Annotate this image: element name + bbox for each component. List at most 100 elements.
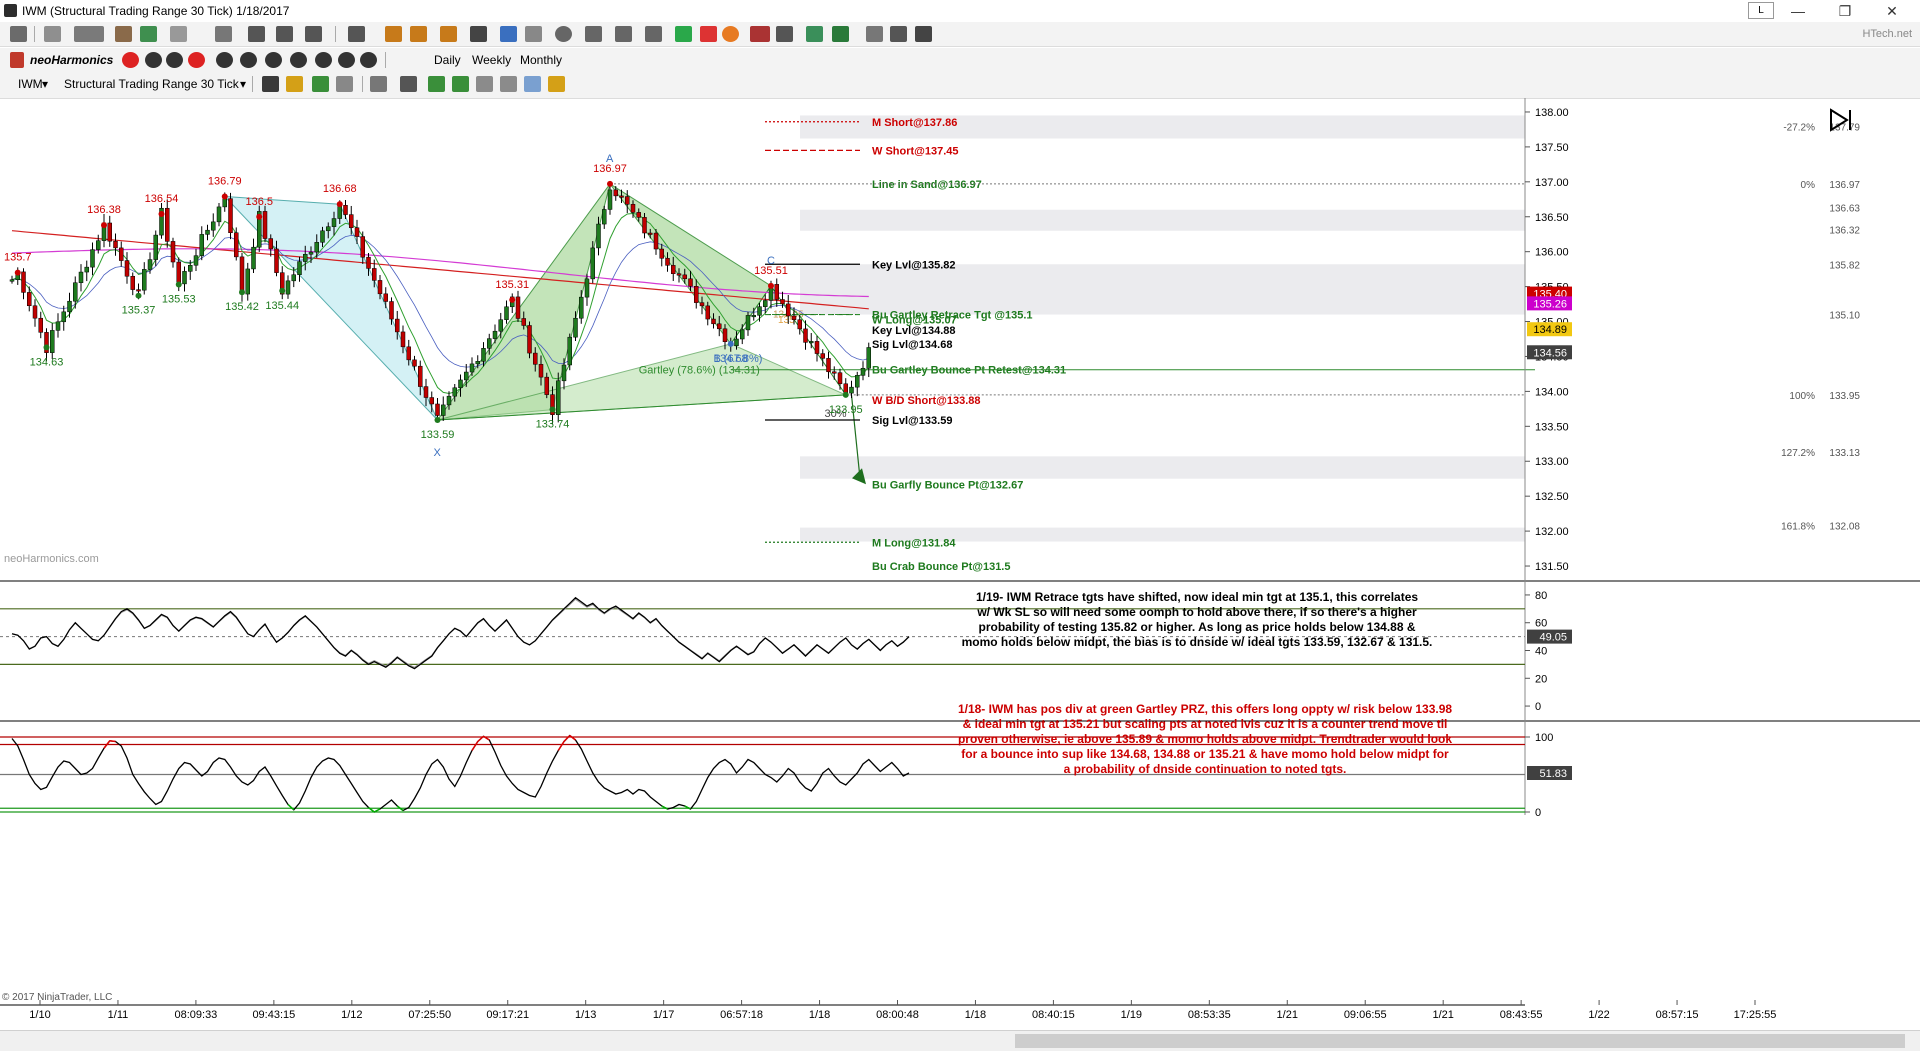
highlight-icon[interactable] [548, 76, 565, 92]
dashline-icon[interactable] [305, 26, 322, 42]
fib-time-icon[interactable] [440, 26, 457, 42]
candle [21, 268, 26, 300]
candle-down [826, 358, 831, 373]
language-indicator[interactable]: L [1748, 2, 1774, 19]
zoom-icon[interactable] [400, 76, 417, 92]
fib-ext-icon[interactable] [410, 26, 427, 42]
candle [389, 297, 394, 325]
panel-icon[interactable] [500, 76, 517, 92]
crosshair-icon[interactable] [74, 26, 104, 42]
level-label: W Long@135.07 [872, 314, 957, 326]
pause-icon[interactable] [216, 52, 233, 68]
z-icon[interactable] [145, 52, 162, 68]
candle [165, 199, 170, 248]
period-select[interactable]: Structural Trading Range 30 Tick [64, 77, 239, 91]
candle-up [487, 338, 492, 349]
monthly-button[interactable]: Monthly [520, 53, 563, 67]
add-indicator-icon[interactable] [312, 76, 329, 92]
candle-down [544, 376, 549, 395]
fib-icon[interactable] [385, 26, 402, 42]
ma-green-line [11, 212, 870, 395]
candle-up [308, 251, 314, 255]
strategy-icon[interactable] [806, 26, 823, 42]
text-icon[interactable] [645, 26, 662, 42]
minimize-icon[interactable]: — [1791, 3, 1805, 19]
c-pattern-icon[interactable] [290, 52, 307, 68]
alert-icon[interactable] [722, 26, 739, 42]
bar-style-icon[interactable] [115, 26, 132, 42]
pattern-b-label: B (67.8%) [714, 353, 763, 365]
draw-icon[interactable] [500, 26, 517, 42]
candle [515, 290, 521, 322]
swing-dot [101, 222, 107, 229]
stoch-extreme-segment [557, 741, 565, 751]
candle [360, 231, 365, 264]
stoch-extreme-segment [396, 805, 404, 812]
fib-pattern-icon[interactable] [315, 52, 332, 68]
y-tick-label: 137.00 [1535, 177, 1569, 189]
play-icon[interactable] [915, 26, 932, 42]
candle [320, 226, 325, 247]
eye-icon[interactable] [44, 26, 61, 42]
daily-button[interactable]: Daily [434, 53, 461, 67]
x-tick-label: 08:43:55 [1500, 1009, 1543, 1021]
e-icon[interactable] [240, 52, 257, 68]
chevron-down-icon[interactable]: ▾ [42, 77, 49, 91]
print-icon[interactable] [10, 26, 27, 42]
swing-label: 135.31 [495, 279, 529, 291]
chart-icon[interactable] [452, 76, 469, 92]
candle-down [803, 328, 808, 343]
candle [763, 294, 768, 314]
stoch-extreme-segment [109, 740, 116, 743]
candle-up [469, 363, 475, 373]
pitchfork-icon[interactable] [470, 26, 487, 42]
candle [84, 260, 89, 282]
c-icon[interactable] [166, 52, 183, 68]
candle-up [222, 198, 227, 208]
marker-icon[interactable] [750, 26, 770, 42]
y-tick-label: 138.00 [1535, 107, 1569, 119]
ellipse-icon[interactable] [555, 26, 572, 42]
w-icon[interactable] [338, 52, 355, 68]
stop-icon[interactable] [122, 52, 139, 68]
ray-icon[interactable] [348, 26, 365, 42]
pointer-icon[interactable] [370, 76, 387, 92]
candle [124, 252, 130, 284]
image-icon[interactable] [476, 76, 493, 92]
minus-tool-icon[interactable] [215, 26, 232, 42]
close-icon[interactable]: ✕ [1886, 3, 1898, 19]
gann-icon[interactable] [525, 26, 542, 42]
price-chart[interactable]: 134.95135 M Short@137.86W Short@137.45Li… [0, 98, 1920, 1030]
horizontal-scrollbar[interactable] [0, 1030, 1920, 1051]
instrument-select[interactable]: IWM [18, 77, 43, 91]
maximize-icon[interactable]: ❐ [1838, 3, 1852, 19]
template-icon[interactable] [428, 76, 445, 92]
keyboard-icon[interactable] [776, 26, 793, 42]
candle [487, 333, 492, 355]
cursor-icon[interactable] [170, 26, 187, 42]
arrows-tool-icon[interactable] [248, 26, 265, 42]
level-label: M Long@131.84 [872, 537, 956, 549]
brush-icon[interactable] [336, 76, 353, 92]
bars-icon[interactable] [262, 76, 279, 92]
m-icon[interactable] [265, 52, 282, 68]
wrench-icon[interactable] [890, 26, 907, 42]
pencil-icon[interactable] [286, 76, 303, 92]
chevron-down-icon[interactable]: ▾ [240, 77, 247, 91]
candle-down [521, 318, 526, 326]
rectangle-icon[interactable] [585, 26, 602, 42]
double-arrow-icon[interactable] [276, 26, 293, 42]
layout-icon[interactable] [524, 76, 541, 92]
stoch-extreme-segment [103, 740, 111, 749]
triangle-icon[interactable] [615, 26, 632, 42]
candle-down [722, 328, 728, 343]
arrow-down-icon[interactable] [700, 26, 717, 42]
p-icon[interactable] [360, 52, 377, 68]
arrow-up-icon[interactable] [675, 26, 692, 42]
globe-icon[interactable] [140, 26, 157, 42]
indicator-icon[interactable] [832, 26, 849, 42]
weekly-button[interactable]: Weekly [472, 53, 512, 67]
tools-icon[interactable] [866, 26, 883, 42]
x-icon[interactable] [188, 52, 205, 68]
scrollbar-thumb[interactable] [1015, 1034, 1905, 1048]
